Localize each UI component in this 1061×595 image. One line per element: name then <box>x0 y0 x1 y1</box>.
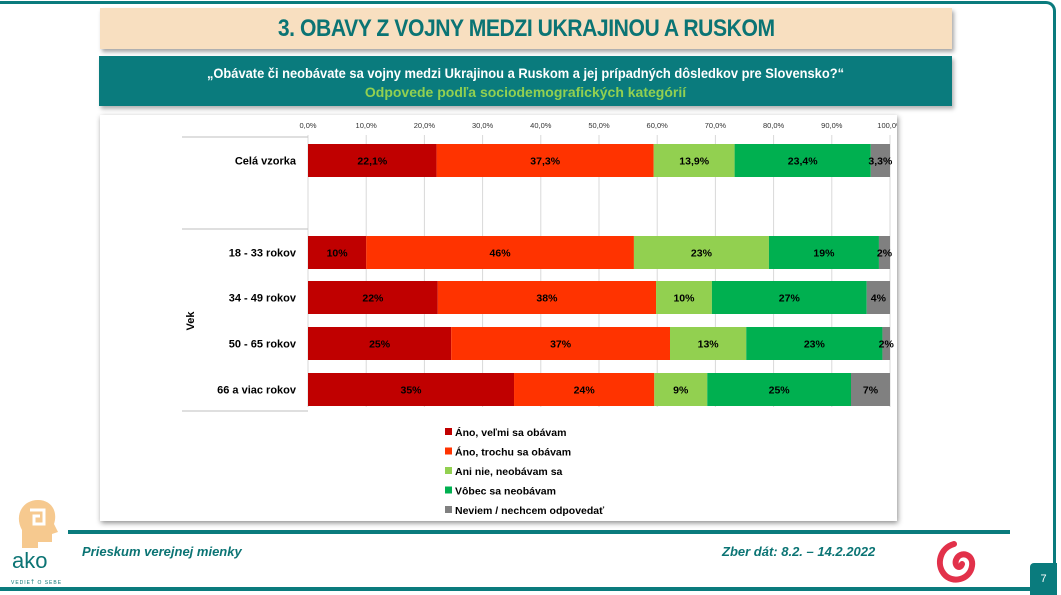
x-tick-label: 0,0% <box>299 121 316 130</box>
legend-swatch <box>445 506 452 513</box>
legend-label: Vôbec sa neobávam <box>455 486 556 498</box>
bar-segment <box>308 327 452 360</box>
data-label: 23% <box>691 248 713 260</box>
bar-segment <box>711 281 867 314</box>
bar-segment <box>851 373 890 406</box>
data-label: 10% <box>673 293 695 305</box>
legend-label: Áno, veľmi sa obávam <box>455 426 566 439</box>
bar-segment <box>308 281 438 314</box>
bar-segment <box>514 373 655 406</box>
bar-segment <box>633 236 769 269</box>
bar-segment <box>707 373 852 406</box>
x-tick-label: 80,0% <box>763 121 785 130</box>
x-tick-label: 20,0% <box>414 121 436 130</box>
footer-divider <box>68 530 1010 534</box>
legend-swatch <box>445 428 452 435</box>
bar-segment <box>870 144 890 177</box>
bar-segment <box>308 373 515 406</box>
data-label: 25% <box>769 385 791 397</box>
bar-segment <box>670 327 747 360</box>
category-label: 34 - 49 rokov <box>229 293 297 305</box>
data-label: 13% <box>698 339 720 351</box>
footer-survey-label: Prieskum verejnej mienky <box>82 544 242 559</box>
data-label: 22% <box>362 293 384 305</box>
chart-panel: 0,0% 10,0% 20,0% 30,0% 40,0% 50,0% 60,0% 70,0% 8… <box>100 115 903 521</box>
bar-segment <box>437 281 657 314</box>
data-label: 46% <box>490 248 512 260</box>
bar-segment <box>746 327 883 360</box>
bar-segment <box>653 144 735 177</box>
data-label: 37,3% <box>530 156 560 168</box>
bar-segment <box>654 373 708 406</box>
data-label: 19% <box>813 248 835 260</box>
data-label: 25% <box>369 339 391 351</box>
data-label: 10% <box>327 248 349 260</box>
legend-swatch <box>445 447 452 455</box>
ako-logo-icon: ako <box>12 500 58 573</box>
legend-label: Áno, trochu sa obávam <box>455 446 571 459</box>
page-title: 3. OBAVY Z VOJNY MEDZI UKRAJINOU A RUSKO… <box>277 14 775 42</box>
bar-segment <box>734 144 871 177</box>
data-label: 23,4% <box>788 156 818 168</box>
group-label: Vek <box>185 311 197 331</box>
data-label: 4% <box>871 293 887 305</box>
category-label: Celá vzorka <box>235 156 297 168</box>
bar-segment <box>436 144 654 177</box>
x-tick-label: 70,0% <box>705 121 727 130</box>
page-number: 7 <box>1030 563 1057 595</box>
category-label: 66 a viac rokov <box>217 385 297 397</box>
question-text: „Obávate či neobávate sa vojny medzi Ukr… <box>206 65 845 81</box>
bar-segment <box>656 281 712 314</box>
x-tick-label: 100,0% <box>877 121 897 130</box>
data-label: 2% <box>877 248 893 260</box>
bar-segment <box>308 144 437 177</box>
stacked-bar-chart: 0,0% 10,0% 20,0% 30,0% 40,0% 50,0% 60,0% 70,0% 8… <box>182 121 903 517</box>
x-tick-label: 50,0% <box>588 121 610 130</box>
legend-swatch <box>445 467 452 474</box>
data-label: 9% <box>673 385 689 397</box>
bar-segment <box>866 281 890 314</box>
data-label: 35% <box>401 385 423 397</box>
logo-tagline: VEDIEŤ O SEBE <box>11 580 63 586</box>
logo-text: ako <box>12 548 47 573</box>
category-label: 18 - 33 rokov <box>229 248 297 260</box>
data-label: 22,1% <box>357 156 387 168</box>
bar-segment <box>308 236 367 269</box>
x-tick-label: 40,0% <box>530 121 552 130</box>
category-label: 50 - 65 rokov <box>229 339 297 351</box>
footer-date-label: Zber dát: 8.2. – 14.2.2022 <box>722 544 876 559</box>
x-tick-label: 60,0% <box>647 121 669 130</box>
bar-segment <box>768 236 879 269</box>
bar-segment <box>366 236 634 269</box>
subtitle-text: Odpovede podľa sociodemografických kateg… <box>364 84 687 100</box>
x-tick-label: 10,0% <box>356 121 378 130</box>
data-label: 23% <box>804 339 826 351</box>
x-tick-label: 90,0% <box>821 121 843 130</box>
data-label: 3,3% <box>868 156 893 168</box>
legend-swatch <box>445 486 452 494</box>
data-label: 37% <box>550 339 572 351</box>
data-label: 27% <box>779 293 801 305</box>
bar-segment <box>451 327 671 360</box>
data-label: 13,9% <box>679 156 709 168</box>
data-label: 38% <box>536 293 558 305</box>
legend-label: Neviem / nechcem odpovedať <box>455 505 605 517</box>
x-tick-label: 30,0% <box>472 121 494 130</box>
data-label: 24% <box>574 385 596 397</box>
data-label: 7% <box>863 385 879 397</box>
bar-segment <box>882 327 890 360</box>
question-banner: „Obávate či neobávate sa vojny medzi Ukr… <box>99 56 952 106</box>
legend-label: Ani nie, neobávam sa <box>455 466 563 478</box>
data-label: 2% <box>879 339 895 351</box>
bar-segment <box>878 236 890 269</box>
title-banner: 3. OBAVY Z VOJNY MEDZI UKRAJINOU A RUSKO… <box>100 8 952 49</box>
partner-logo-icon <box>936 541 976 583</box>
